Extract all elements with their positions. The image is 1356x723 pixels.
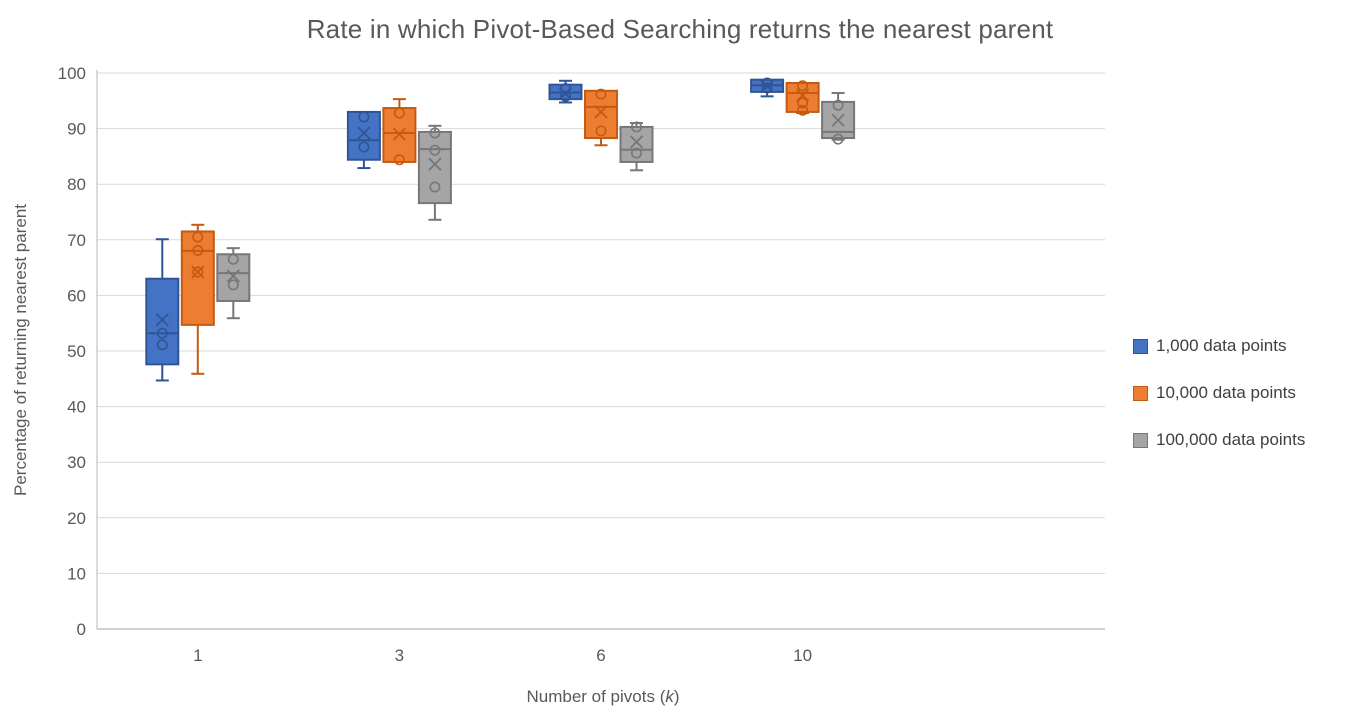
box xyxy=(346,110,381,161)
legend-label: 100,000 data points xyxy=(1156,430,1306,449)
data-point xyxy=(393,107,405,119)
box-group-k1-series2 xyxy=(216,247,251,320)
y-tick-label: 60 xyxy=(67,286,86,305)
y-tick-label: 100 xyxy=(58,64,86,83)
legend: 1,000 data points 10,000 data points 100… xyxy=(1133,336,1305,450)
data-point xyxy=(192,266,204,278)
data-point xyxy=(192,244,204,256)
legend-swatch-orange xyxy=(1133,385,1148,401)
mean-marker xyxy=(155,313,169,327)
data-point xyxy=(595,125,607,137)
data-point xyxy=(797,104,809,116)
y-tick-label: 0 xyxy=(77,620,86,639)
x-axis-title: Number of pivots (k) xyxy=(526,687,679,707)
chart-title: Rate in which Pivot-Based Searching retu… xyxy=(306,14,1054,44)
box-group-k1-series1 xyxy=(180,223,215,375)
mean-marker xyxy=(831,113,845,127)
legend-swatch-gray xyxy=(1133,432,1148,448)
legend-swatch-blue xyxy=(1133,338,1148,354)
box xyxy=(145,277,180,366)
box xyxy=(180,230,215,326)
box-group-k6-series1 xyxy=(584,88,618,147)
data-point xyxy=(192,231,204,243)
box xyxy=(216,253,251,302)
box-group-k3-series0 xyxy=(346,110,381,170)
legend-label: 1,000 data points xyxy=(1156,336,1287,355)
legend-item-100000: 100,000 data points xyxy=(1133,430,1305,450)
mean-marker xyxy=(760,79,774,93)
mean-marker xyxy=(357,126,371,140)
mean-marker xyxy=(226,269,240,283)
data-point xyxy=(630,147,642,159)
legend-item-10000: 10,000 data points xyxy=(1133,383,1305,403)
data-point xyxy=(429,144,441,156)
x-tick-label: 6 xyxy=(596,646,605,665)
legend-item-1000: 1,000 data points xyxy=(1133,336,1305,356)
box-group-k1-series0 xyxy=(145,238,180,382)
data-point xyxy=(832,133,844,145)
x-tick-label: 10 xyxy=(793,646,812,665)
x-tick-label: 1 xyxy=(193,646,202,665)
data-point xyxy=(832,99,844,111)
box-group-k10-series2 xyxy=(821,92,856,145)
y-tick-label: 70 xyxy=(67,231,86,250)
y-tick-label: 30 xyxy=(67,453,86,472)
x-axis-title-variable: k xyxy=(665,687,674,706)
data-point xyxy=(156,339,168,351)
box-group-k6-series0 xyxy=(548,79,583,104)
mean-marker xyxy=(191,265,205,279)
data-point xyxy=(429,181,441,193)
box-group-k6-series2 xyxy=(619,121,654,172)
mean-marker xyxy=(392,127,407,141)
data-point xyxy=(393,154,405,166)
data-point xyxy=(227,253,239,265)
box-group-k10-series0 xyxy=(750,77,785,98)
mean-marker xyxy=(428,157,442,171)
data-point xyxy=(227,279,239,291)
y-axis-title: Percentage of returning nearest parent xyxy=(11,203,30,497)
data-point xyxy=(630,121,642,133)
data-point xyxy=(358,141,370,153)
y-tick-label: 20 xyxy=(67,509,86,528)
legend-label: 10,000 data points xyxy=(1156,383,1296,402)
x-axis-title-prefix: Number of pivots ( xyxy=(526,687,666,706)
data-point xyxy=(797,97,809,109)
data-point xyxy=(358,111,370,123)
mean-marker xyxy=(795,88,810,102)
data-point xyxy=(797,80,809,92)
data-point xyxy=(595,88,607,100)
y-tick-label: 50 xyxy=(67,342,86,361)
data-point xyxy=(559,90,571,102)
y-tick-label: 80 xyxy=(67,175,86,194)
box-group-k3-series1 xyxy=(382,98,417,166)
box-group-k10-series1 xyxy=(785,80,820,116)
mean-marker xyxy=(629,135,644,149)
mean-marker xyxy=(558,86,573,101)
data-point xyxy=(761,82,773,94)
y-tick-label: 90 xyxy=(67,120,86,139)
data-point xyxy=(761,77,773,89)
x-tick-label: 3 xyxy=(395,646,404,665)
y-tick-label: 40 xyxy=(67,398,86,417)
box xyxy=(619,125,654,163)
x-axis-title-suffix: ) xyxy=(673,687,680,706)
box-group-k3-series2 xyxy=(417,124,452,221)
y-tick-label: 10 xyxy=(67,564,86,583)
data-point xyxy=(156,327,168,339)
box xyxy=(584,89,618,140)
mean-marker xyxy=(594,105,608,119)
data-point xyxy=(429,127,441,139)
